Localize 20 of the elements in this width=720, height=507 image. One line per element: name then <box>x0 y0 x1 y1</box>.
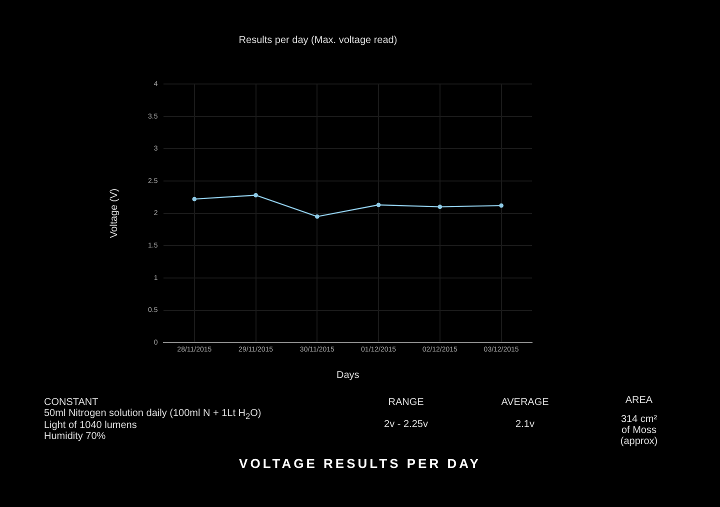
point <box>376 202 381 208</box>
y-axis-title: Voltage (V) <box>108 188 120 238</box>
x-axis-title: Days <box>336 370 360 381</box>
text: CONSTANT <box>44 397 98 408</box>
point <box>192 196 197 202</box>
point <box>499 203 504 208</box>
text: Light of 1040 lumens <box>44 420 137 431</box>
chart-title: Results per day (Max. voltage read) <box>238 34 398 46</box>
point <box>254 193 258 198</box>
point <box>438 204 442 210</box>
text: RANGE <box>388 397 424 408</box>
text: 314 cm² of Moss (approx) <box>620 414 658 447</box>
text: Humidity 70% <box>44 431 106 442</box>
text: AREA <box>625 395 653 406</box>
text: 2.1v <box>516 419 534 430</box>
text: 2v - 2.25v <box>384 419 428 430</box>
text: AVERAGE <box>501 397 549 408</box>
text: 50ml Nitrogen solution daily (100ml N + 1Lt H$_{2}$O) <box>44 408 262 421</box>
point <box>314 214 320 219</box>
text: VOLTAGE RESULTS PER DAY <box>238 456 482 472</box>
